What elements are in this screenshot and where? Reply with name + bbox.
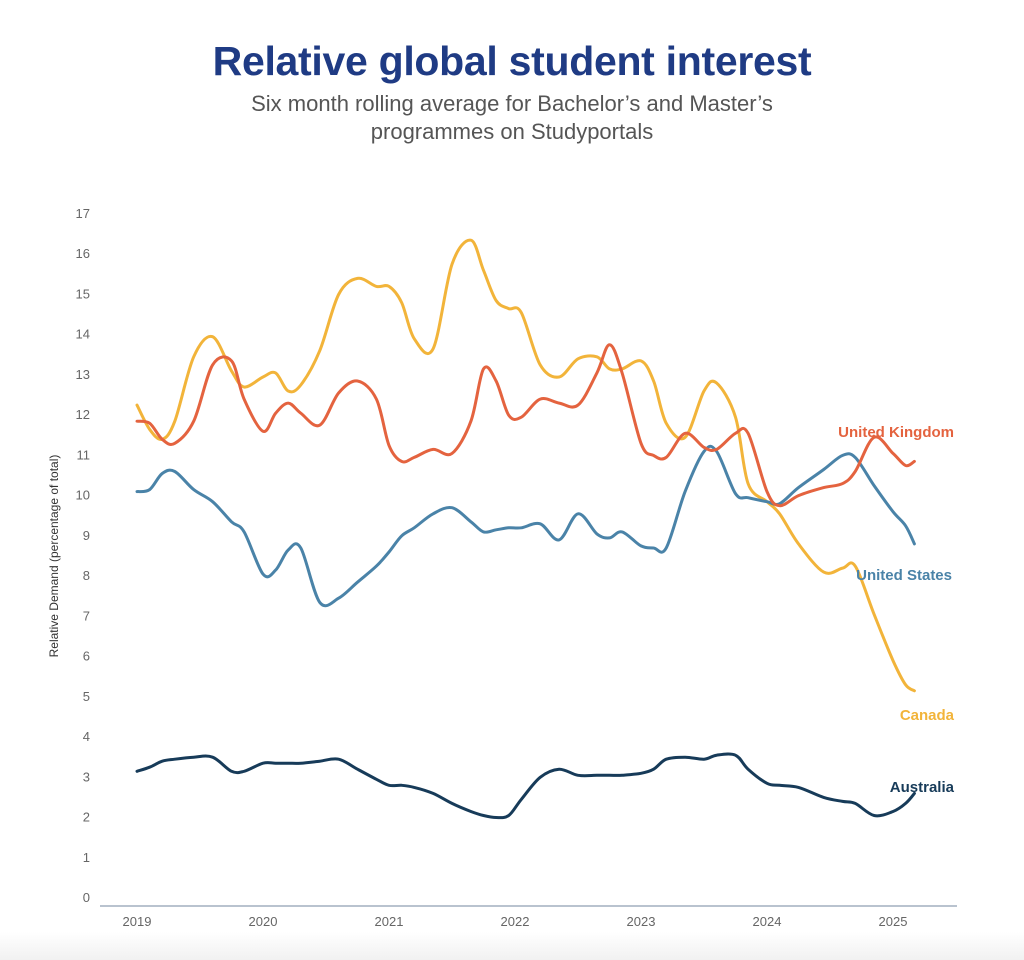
chart-page: Relative global student interest Six mon… bbox=[0, 0, 1024, 960]
series-label-australia: Australia bbox=[890, 779, 955, 796]
y-tick-label: 17 bbox=[76, 206, 90, 221]
series-line-united-kingdom bbox=[137, 345, 914, 506]
y-tick-label: 16 bbox=[76, 246, 90, 261]
series-label-canada: Canada bbox=[900, 707, 955, 724]
series-line-united-states bbox=[137, 446, 914, 606]
y-tick-label: 9 bbox=[83, 528, 90, 543]
y-tick-label: 7 bbox=[83, 608, 90, 623]
x-tick-label: 2025 bbox=[879, 914, 908, 929]
x-tick-label: 2020 bbox=[249, 914, 278, 929]
y-tick-label: 2 bbox=[83, 810, 90, 825]
x-tick-label: 2023 bbox=[627, 914, 656, 929]
y-tick-label: 11 bbox=[77, 447, 91, 462]
series-line-canada bbox=[137, 240, 914, 691]
y-tick-label: 8 bbox=[83, 568, 90, 583]
y-tick-label: 3 bbox=[83, 769, 90, 784]
x-tick-label: 2021 bbox=[375, 914, 404, 929]
series-line-australia bbox=[137, 754, 914, 818]
y-tick-label: 6 bbox=[83, 649, 90, 664]
series-label-united-kingdom: United Kingdom bbox=[838, 424, 954, 441]
y-tick-label: 13 bbox=[76, 367, 90, 382]
page-bottom-shade bbox=[0, 932, 1024, 960]
y-tick-label: 15 bbox=[76, 286, 90, 301]
y-tick-label: 0 bbox=[83, 890, 90, 905]
y-tick-label: 10 bbox=[76, 488, 90, 503]
y-tick-label: 12 bbox=[76, 407, 90, 422]
line-chart: 012345678910111213141516172019 2020 2021 20… bbox=[0, 0, 1024, 960]
y-axis-label: Relative Demand (percentage of total) bbox=[47, 455, 61, 658]
x-tick-label: 2019 bbox=[123, 914, 152, 929]
series-label-united-states: United States bbox=[856, 567, 952, 584]
y-tick-label: 1 bbox=[83, 850, 90, 865]
x-tick-label: 2024 bbox=[753, 914, 782, 929]
x-tick-label: 2022 bbox=[501, 914, 530, 929]
y-tick-label: 5 bbox=[83, 689, 90, 704]
y-tick-label: 4 bbox=[83, 729, 90, 744]
y-tick-label: 14 bbox=[76, 327, 90, 342]
